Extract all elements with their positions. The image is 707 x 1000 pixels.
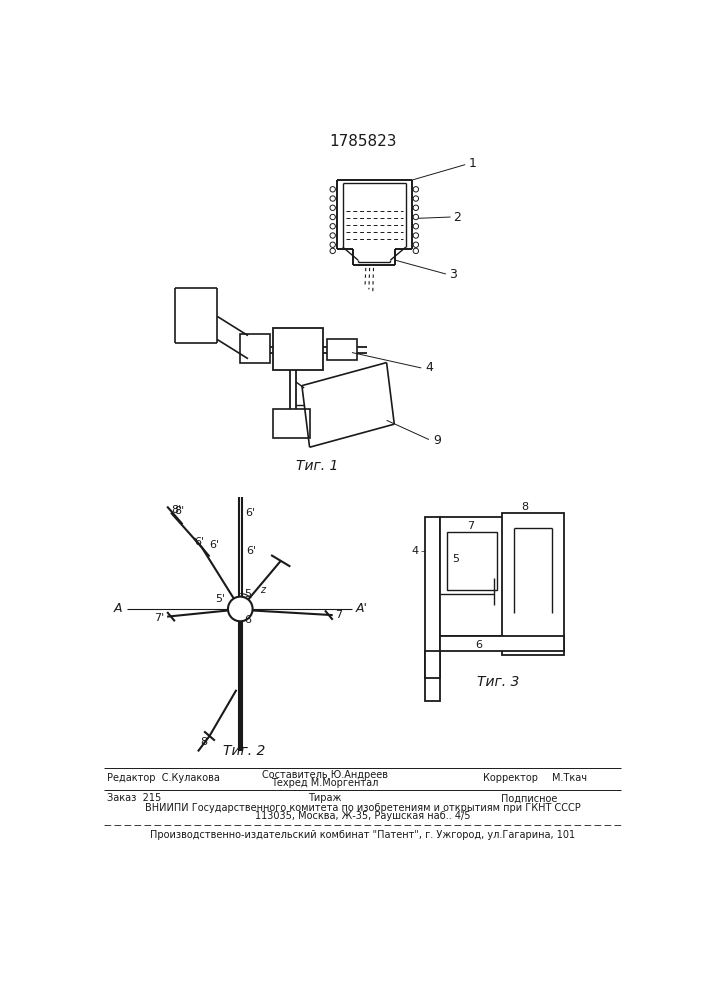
Text: Тираж: Тираж (308, 793, 341, 803)
Text: 8: 8 (200, 737, 207, 747)
Text: М.Ткач: М.Ткач (552, 773, 587, 783)
Text: 7: 7 (467, 521, 474, 531)
Text: Τиг. 2: Τиг. 2 (223, 744, 265, 758)
Bar (425, 517, 440, 701)
Circle shape (413, 233, 419, 238)
Bar (447, 532, 497, 590)
Text: 8': 8' (171, 505, 181, 515)
Bar (274, 328, 324, 370)
Text: 7: 7 (335, 610, 342, 620)
Text: 5': 5' (215, 594, 225, 604)
Circle shape (330, 187, 335, 192)
Bar (327, 339, 356, 360)
Bar (240, 334, 269, 363)
Circle shape (330, 196, 335, 201)
Bar (440, 636, 563, 651)
Text: Заказ  215: Заказ 215 (107, 793, 161, 803)
Text: 5: 5 (244, 589, 251, 599)
Text: 3: 3 (449, 267, 457, 280)
Text: 6: 6 (244, 615, 251, 625)
Circle shape (330, 205, 335, 210)
Text: A: A (114, 602, 122, 615)
Text: 5: 5 (452, 554, 459, 564)
Circle shape (330, 214, 335, 220)
Text: Техред М.Моргентал: Техред М.Моргентал (271, 778, 379, 788)
Text: Производственно-издательский комбинат "Патент", г. Ужгород, ул.Гагарина, 101: Производственно-издательский комбинат "П… (150, 830, 575, 840)
Text: Составитель Ю.Андреев: Составитель Ю.Андреев (262, 770, 388, 780)
Circle shape (413, 242, 419, 247)
Text: 8: 8 (522, 502, 529, 512)
Bar (502, 513, 563, 655)
Text: 1785823: 1785823 (329, 134, 397, 149)
Text: 7': 7' (154, 613, 164, 623)
Text: 6': 6' (209, 540, 220, 550)
Text: 6': 6' (194, 537, 204, 547)
Bar (274, 409, 310, 438)
Circle shape (413, 187, 419, 192)
Text: Редактор  С.Кулакова: Редактор С.Кулакова (107, 773, 220, 783)
Circle shape (413, 224, 419, 229)
Text: 6: 6 (475, 640, 482, 650)
Circle shape (330, 224, 335, 229)
Text: 9: 9 (433, 434, 440, 447)
Text: Корректор: Корректор (483, 773, 538, 783)
Circle shape (228, 597, 252, 621)
Circle shape (330, 233, 335, 238)
Text: Τиг. 1: Τиг. 1 (296, 460, 339, 474)
Circle shape (330, 248, 335, 254)
Text: 1: 1 (469, 157, 477, 170)
Circle shape (413, 196, 419, 201)
Text: A': A' (356, 602, 368, 615)
Text: ВНИИПИ Государственного комитета по изобретениям и открытиям при ГКНТ СССР: ВНИИПИ Государственного комитета по изоб… (145, 803, 580, 813)
Circle shape (413, 248, 419, 254)
Circle shape (330, 242, 335, 247)
Text: 2: 2 (454, 211, 462, 224)
Circle shape (413, 214, 419, 220)
Circle shape (413, 205, 419, 210)
Bar (425, 651, 440, 678)
Text: Τиг. 3: Τиг. 3 (477, 675, 520, 689)
Text: 113035, Москва, Ж-35, Раушская наб.. 4/5: 113035, Москва, Ж-35, Раушская наб.. 4/5 (255, 811, 470, 821)
Text: z: z (259, 585, 264, 595)
Bar (440, 517, 541, 636)
Text: Подписное: Подписное (501, 793, 557, 803)
Text: 4: 4 (425, 361, 433, 374)
Text: 8': 8' (175, 506, 185, 516)
Text: 6': 6' (247, 546, 257, 556)
Text: 6': 6' (245, 508, 255, 518)
Text: 4: 4 (411, 546, 419, 556)
